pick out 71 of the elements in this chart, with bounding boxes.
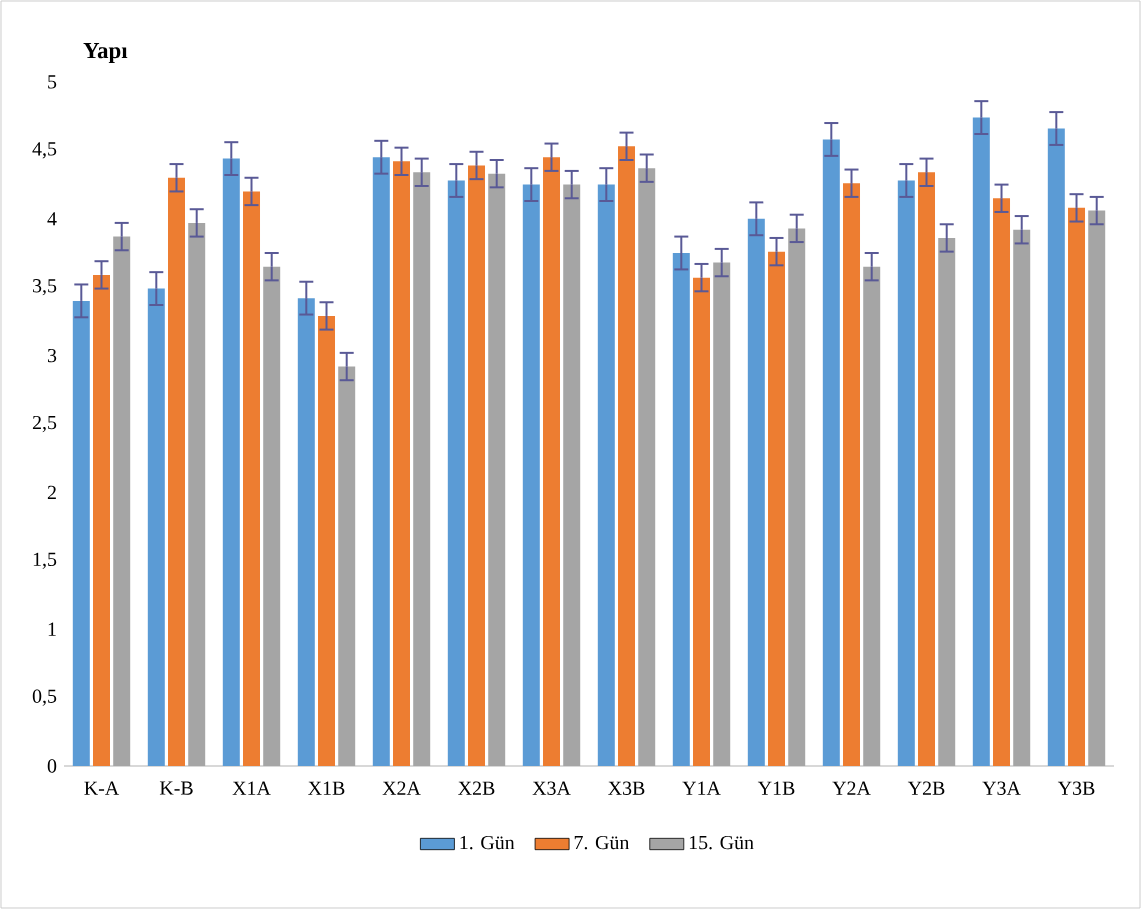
bar: [393, 161, 411, 766]
bar: [563, 184, 581, 766]
bar: [243, 191, 261, 766]
bar: [222, 158, 240, 766]
bar: [147, 288, 165, 766]
bar: [843, 183, 861, 766]
bar: [1047, 128, 1065, 766]
bar: [713, 262, 731, 766]
x-tick-label: Y2B: [907, 781, 945, 795]
x-tick-label: X1A: [232, 781, 271, 795]
x-tick-label: X1B: [308, 781, 345, 795]
bar: [72, 300, 90, 766]
bar: [447, 180, 465, 766]
bar: [597, 184, 615, 766]
bar: [468, 165, 486, 766]
bar: [897, 180, 915, 766]
bar: [638, 168, 656, 766]
bar: [93, 274, 110, 766]
y-tick-label: 0,5: [32, 689, 57, 706]
legend-label: 15. Gün: [689, 835, 754, 850]
chart-title: Yapı: [83, 43, 128, 63]
x-tick-label: X3A: [532, 781, 571, 795]
bar: [918, 172, 936, 766]
bar: [1068, 207, 1086, 766]
bar: [1013, 229, 1031, 766]
legend-label: 7. Gün: [574, 835, 630, 850]
bar: [938, 237, 956, 766]
x-tick-label: X2A: [382, 781, 421, 795]
bar: [972, 117, 990, 766]
bar: [863, 266, 881, 766]
bar: [768, 251, 786, 766]
y-tick-label: 5: [48, 75, 57, 89]
bar: [338, 366, 356, 766]
x-tick-label: K-B: [159, 781, 193, 795]
x-tick-label: X2B: [458, 781, 495, 795]
bar: [113, 236, 131, 766]
bar: [488, 173, 506, 766]
y-tick-label: 4: [47, 212, 57, 226]
x-tick-label: K-A: [84, 781, 120, 795]
x-tick-label: X3B: [608, 781, 645, 795]
y-tick-label: 4,5: [32, 142, 57, 159]
bar: [618, 146, 636, 766]
x-tick-label: Y2A: [832, 781, 871, 795]
x-tick-label: Y3B: [1057, 781, 1095, 795]
x-tick-label: Y1A: [682, 781, 721, 795]
y-tick-label: 0: [47, 759, 57, 773]
bar: [1088, 210, 1106, 766]
bar: [168, 177, 185, 766]
bar: [188, 222, 206, 766]
bar: [543, 157, 561, 766]
bar: [522, 184, 540, 766]
bar: [318, 315, 336, 766]
y-tick-label: 2: [47, 485, 56, 499]
legend-label: 1. Gün: [460, 835, 515, 850]
y-tick-label: 3,5: [33, 279, 57, 296]
y-tick-label: 3: [47, 348, 57, 363]
bar: [747, 218, 765, 766]
bar: [672, 253, 690, 766]
bar: [993, 198, 1011, 766]
bar: [693, 277, 711, 766]
bar: [788, 228, 806, 766]
x-tick-label: Y1B: [757, 781, 795, 795]
y-tick-label: 1: [48, 622, 56, 636]
y-tick-label: 1,5: [33, 552, 57, 569]
bar: [822, 139, 840, 766]
x-tick-label: Y3A: [982, 781, 1021, 795]
bar: [297, 298, 315, 766]
bar: [372, 157, 390, 766]
bar: [263, 266, 281, 766]
y-tick-label: 2,5: [32, 415, 57, 433]
bar: [413, 172, 431, 766]
